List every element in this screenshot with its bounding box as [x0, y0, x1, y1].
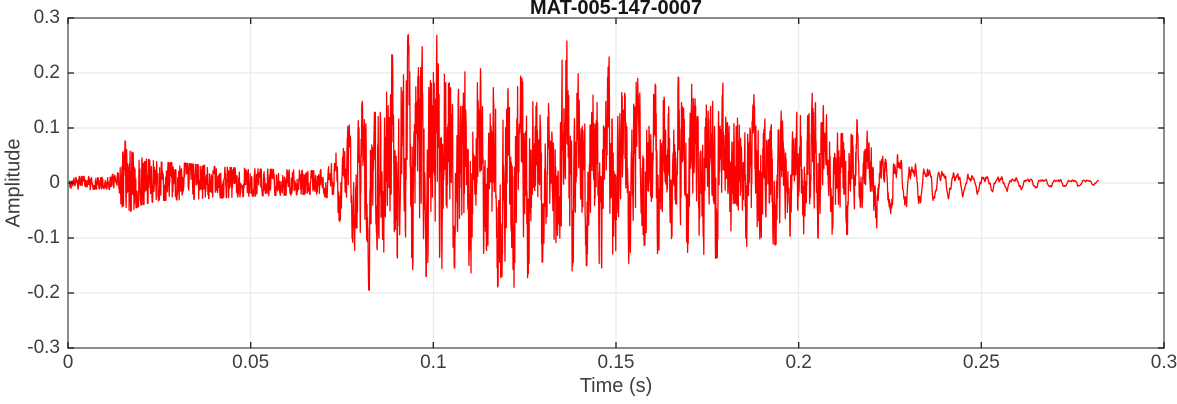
y-tick-label: -0.2: [27, 282, 60, 303]
waveform-trace: [67, 34, 1099, 291]
x-tick-label: 0.3: [1150, 352, 1177, 373]
x-axis-label: Time (s): [579, 375, 653, 397]
y-tick-label: 0.1: [33, 117, 60, 138]
x-tick-label: 0.15: [597, 352, 635, 373]
y-tick-label: -0.1: [27, 227, 60, 248]
y-tick-label: 0: [49, 172, 60, 193]
x-tick-label: 0.05: [232, 352, 270, 373]
x-tick-label: 0.25: [962, 352, 1000, 373]
y-tick-label: -0.3: [27, 337, 60, 358]
tick-marks: [67, 17, 1165, 349]
plot-title: MAT-005-147-0007: [530, 0, 702, 19]
x-tick-label: 0: [62, 352, 74, 373]
x-tick-label: 0.2: [785, 352, 812, 373]
y-tick-label: 0.3: [33, 7, 60, 28]
y-tick-label: 0.2: [33, 62, 60, 83]
x-tick-label: 0.1: [420, 352, 447, 373]
